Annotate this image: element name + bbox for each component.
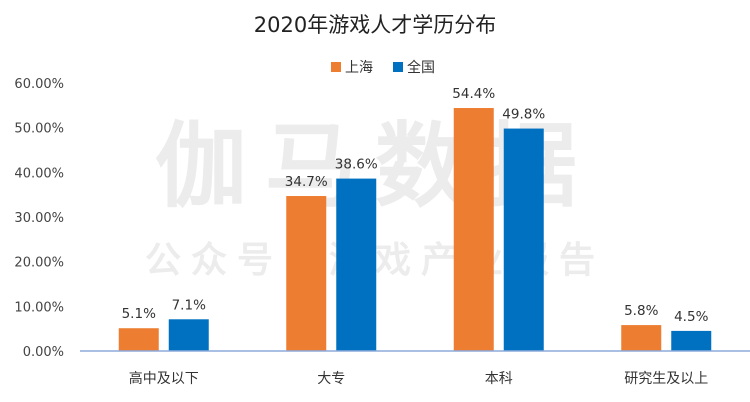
bar-national [503,128,544,351]
y-tick-label: 50.00% [14,122,64,137]
data-label: 34.7% [285,174,328,190]
x-axis: 高中及以下 大专 本科 研究生及以上 [129,370,709,387]
chart-title: 2020年游戏人才学历分布 [254,13,496,37]
y-tick-label: 60.00% [14,77,64,92]
data-label: 54.4% [452,86,495,102]
bar-shanghai [453,108,494,351]
legend-label: 上海 [345,60,373,76]
data-label: 49.8% [502,107,545,123]
bars [118,108,712,351]
bar-shanghai [118,328,159,351]
y-tick-label: 40.00% [14,166,64,181]
legend: 上海 全国 [331,59,435,76]
x-tick-label: 大专 [317,371,345,387]
legend-label: 全国 [407,59,435,76]
bar-national [671,330,712,351]
x-tick-label: 本科 [485,371,513,387]
y-tick-label: 20.00% [14,256,64,271]
bar-shanghai [621,325,662,351]
data-labels: 5.1% 7.1% 34.7% 38.6% 54.4% 49.8% 5.8% 4.5% [122,86,709,325]
data-label: 38.6% [335,157,378,173]
y-tick-label: 0.00% [23,345,64,360]
x-tick-label: 高中及以下 [129,370,199,387]
y-tick-label: 10.00% [14,300,64,315]
legend-swatch [393,62,403,72]
y-tick-label: 30.00% [14,211,64,226]
bar-national [336,178,377,351]
data-label: 5.1% [122,306,156,322]
bar-national [168,319,209,351]
y-axis: 0.00% 10.00% 20.00% 30.00% 40.00% 50.00% 60.00… [14,77,64,360]
bar-shanghai [286,196,327,351]
legend-swatch [331,62,341,72]
data-label: 4.5% [674,309,708,325]
x-tick-label: 研究生及以上 [624,371,708,387]
data-label: 7.1% [172,297,206,313]
data-label: 5.8% [624,303,658,319]
